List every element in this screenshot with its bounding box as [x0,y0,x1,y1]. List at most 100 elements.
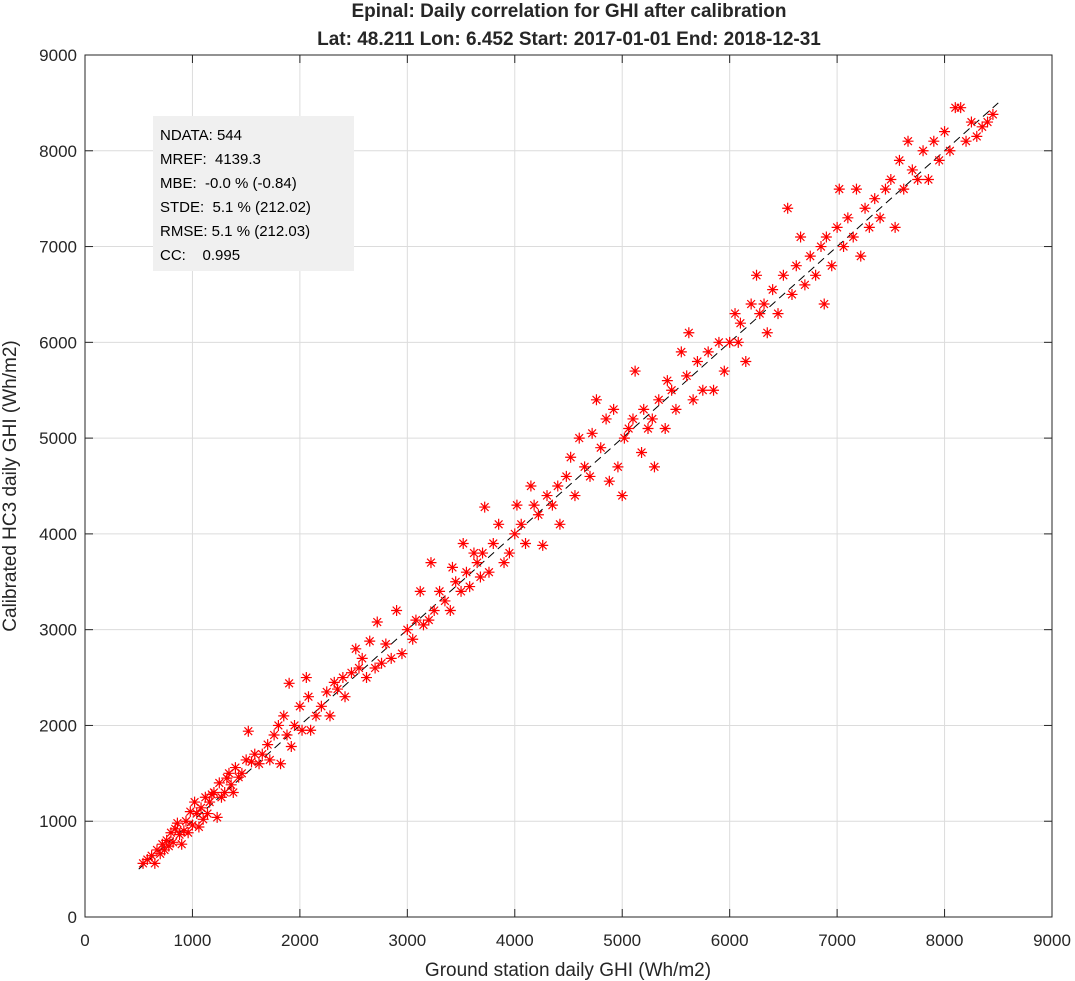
data-point [898,183,910,195]
data-point [584,470,596,482]
data-point [511,499,523,511]
data-point [264,754,276,766]
data-point [262,739,274,751]
data-point [294,700,306,712]
y-tick-label: 6000 [39,333,77,352]
data-point [396,648,408,660]
data-point [855,250,867,262]
stats-rmse: RMSE: 5.1 % (212.03) [160,223,310,240]
data-point [933,154,945,166]
data-point [246,756,258,768]
data-point [149,857,161,869]
data-point [154,848,166,860]
data-point [189,796,201,808]
data-point [971,130,983,142]
data-point [425,557,437,569]
data-point [240,754,252,766]
data-point [278,710,290,722]
data-point [417,619,429,631]
stats-ndata: NDATA: 544 [160,127,242,144]
data-point [987,108,999,120]
data-point [141,854,153,866]
stats-mref: MREF: 4139.3 [160,151,261,168]
data-point [268,729,280,741]
data-point [786,288,798,300]
data-point [885,174,897,186]
data-point [331,683,343,695]
one-to-one-reference-line [138,102,999,870]
x-tick-label: 4000 [496,931,534,950]
data-point [758,298,770,310]
data-point [520,537,532,549]
y-tick-label: 5000 [39,429,77,448]
data-point [221,772,233,784]
data-point [659,423,671,435]
data-point [146,850,158,862]
data-point [159,844,171,856]
data-point [541,490,553,502]
data-point [479,501,491,513]
data-point [515,518,527,530]
data-point [683,327,695,339]
data-point [477,547,489,559]
data-point [691,355,703,367]
data-point [944,145,956,157]
data-point [928,135,940,147]
data-point [648,461,660,473]
data-point [337,672,349,684]
y-tick-label: 7000 [39,238,77,257]
data-point [215,791,227,803]
data-point [777,269,789,281]
data-point [211,811,223,823]
data-point [281,729,293,741]
data-point [681,370,693,382]
data-point [734,317,746,329]
data-point [670,403,682,415]
data-point [498,557,510,569]
data-point [464,581,476,593]
x-tick-label: 2000 [281,931,319,950]
data-point [603,475,615,487]
data-point [874,212,886,224]
data-point [653,394,665,406]
data-point [410,614,422,626]
data-point [889,221,901,233]
data-point [219,786,231,798]
data-point [616,490,628,502]
data-point [831,221,843,233]
data-point [579,461,591,473]
data-point [772,308,784,320]
data-point [906,164,918,176]
data-point [627,413,639,425]
data-point [285,741,297,753]
data-point [353,662,365,674]
data-point [939,126,951,138]
data-point [687,394,699,406]
data-point [922,174,934,186]
data-point [782,202,794,214]
data-point [826,260,838,272]
data-point [713,336,725,348]
data-point [976,121,988,133]
x-tick-label: 9000 [1033,931,1071,950]
data-point [272,719,284,731]
data-point [321,686,333,698]
stats-box-background [153,116,354,271]
data-point [434,585,446,597]
data-point [182,827,194,839]
data-point [296,724,308,736]
y-tick-label: 9000 [39,46,77,65]
data-point [795,231,807,243]
data-point [369,662,381,674]
data-point [850,183,862,195]
data-point [407,633,419,645]
axis-ticks: 0 1000 2000 3000 4000 5000 6000 7000 8000 9000 0 10… [39,46,1071,950]
data-point [167,836,179,848]
data-point [790,260,802,272]
data-point [401,624,413,636]
data-point [242,725,254,737]
data-point [697,384,709,396]
data-point [471,557,483,569]
chart-subtitle: Lat: 48.211 Lon: 6.452 Start: 2017-01-01… [317,29,821,50]
